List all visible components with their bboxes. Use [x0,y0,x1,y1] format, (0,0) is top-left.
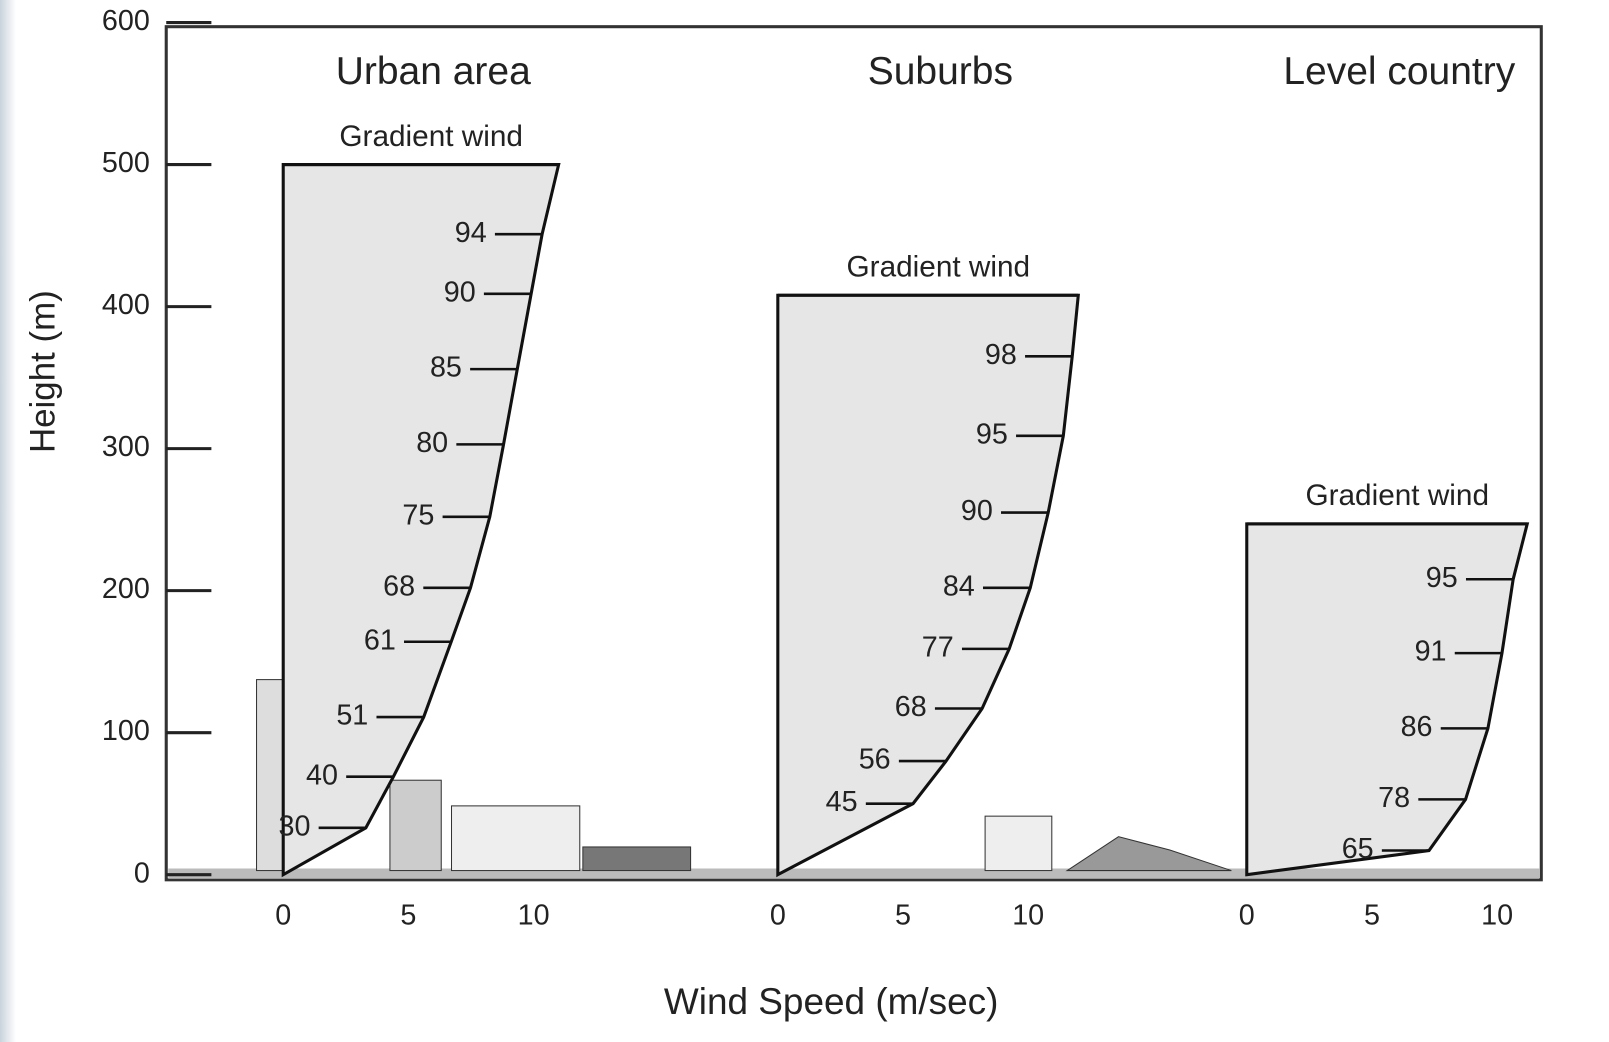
x-tick-label: 10 [518,899,550,931]
profile-label: 30 [278,810,310,842]
profile-label: 94 [455,217,487,249]
profile-label: 86 [1401,711,1433,743]
ground [168,868,1540,879]
y-tick-label: 300 [102,431,150,463]
profile-label: 91 [1415,636,1447,668]
panel-title: Urban area [336,50,531,93]
profile-label: 95 [1426,562,1458,594]
scenery [256,679,1232,872]
profile-label: 98 [985,339,1017,371]
x-tick-label: 0 [770,899,786,931]
profile-label: 61 [364,624,396,656]
y-tick-label: 500 [102,147,150,179]
profile-label: 90 [961,495,993,527]
x-tick-label: 5 [400,899,416,931]
gradient-label: Gradient wind [339,120,523,153]
profile-label: 80 [416,427,448,459]
y-tick-label: 600 [102,5,150,37]
profile-label: 65 [1342,833,1374,865]
y-tick-label: 100 [102,715,150,747]
profile-label: 77 [922,631,954,663]
x-tick-label: 5 [895,899,911,931]
profile-label: 78 [1378,782,1410,814]
profile-label: 84 [943,570,975,602]
x-tick-label: 10 [1012,899,1044,931]
gradient-label: Gradient wind [1305,479,1489,512]
x-tick-label: 0 [1239,899,1255,931]
profile-label: 51 [336,700,368,732]
profile-area [281,163,561,878]
profile-label: 68 [895,691,927,723]
profile-label: 56 [859,744,891,776]
gradient-label: Gradient wind [847,250,1031,283]
y-axis-label: Height (m) [23,290,62,453]
x-tick-label: 0 [275,899,291,931]
profile-label: 95 [976,418,1008,450]
panel-title: Level country [1283,50,1515,93]
profile-label: 40 [306,759,338,791]
profile-label: 68 [383,570,415,602]
x-tick-label: 5 [1364,899,1380,931]
y-tick-label: 400 [102,289,150,321]
x-tick-label: 10 [1481,899,1513,931]
profile-label: 85 [430,352,462,384]
x-axis-label: Wind Speed (m/sec) [664,981,999,1022]
profile-label: 45 [826,786,858,818]
y-tick-label: 0 [134,857,150,889]
y-tick-label: 200 [102,573,150,605]
profile-label: 75 [402,499,434,531]
profile-label: 90 [444,276,476,308]
panel-title: Suburbs [868,50,1013,93]
